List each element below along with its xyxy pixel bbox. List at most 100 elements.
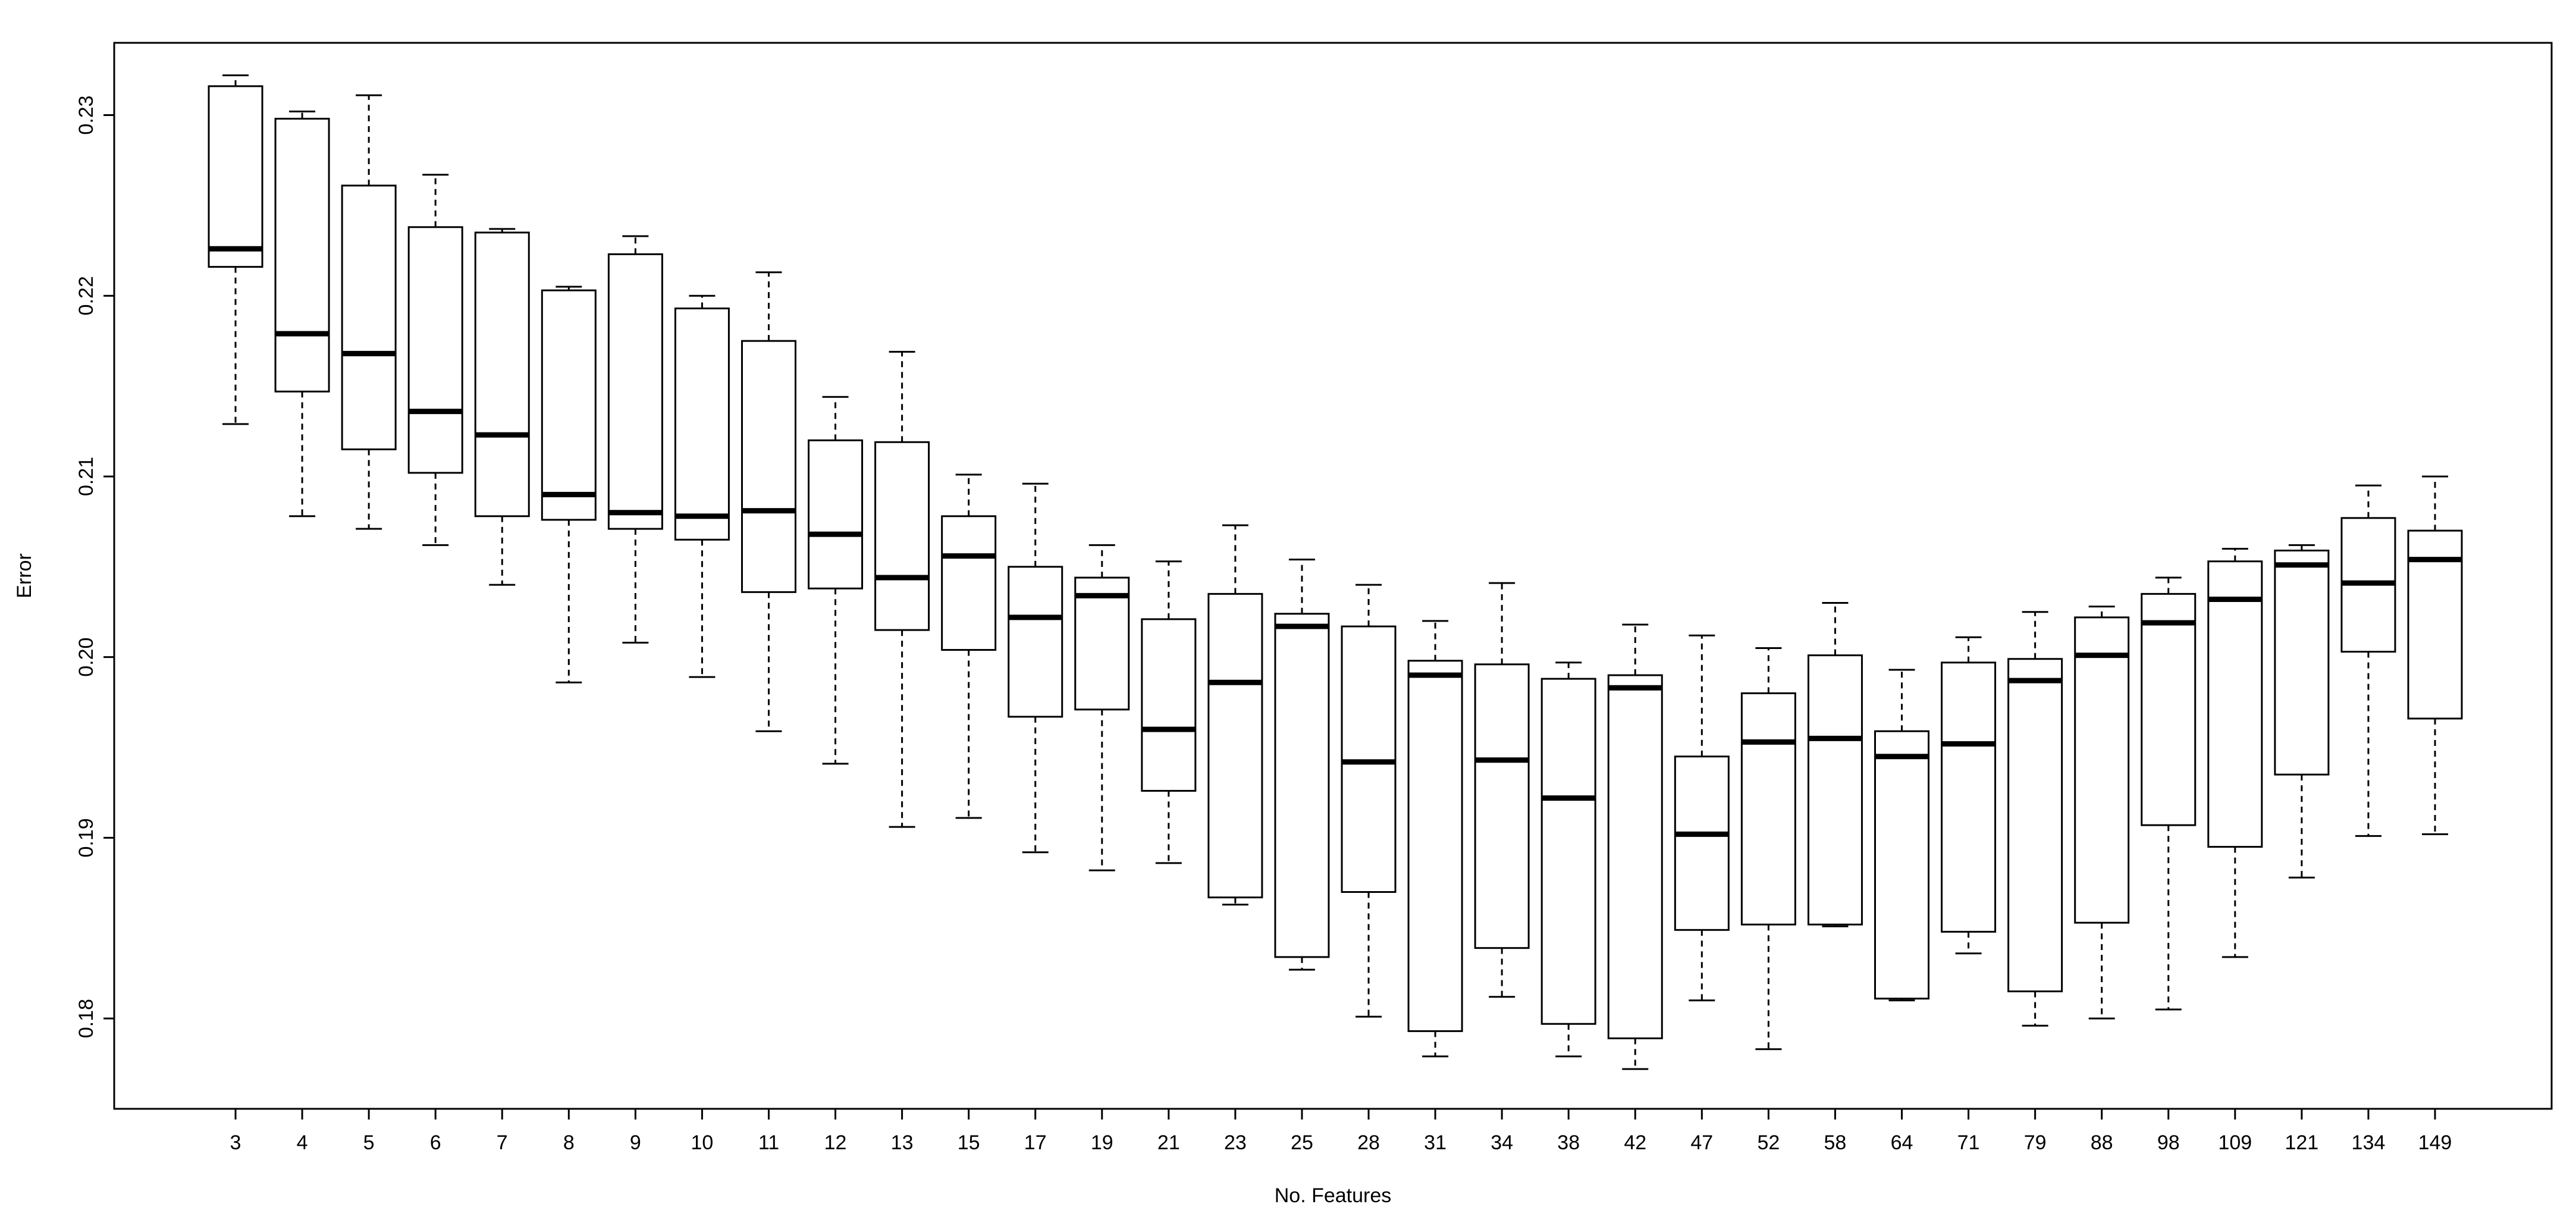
x-tick-label: 10: [691, 1131, 714, 1154]
box-group: [2007, 611, 2063, 1027]
x-axis-label: No. Features: [1275, 1184, 1392, 1207]
y-axis-label: Error: [13, 553, 36, 598]
x-tick-label: 88: [2091, 1131, 2113, 1154]
box-iqr: [1807, 654, 1863, 926]
box-group: [1607, 623, 1663, 1070]
x-ticks-layer: 3 4 5 6 7 8 9 10 11 12 13 15 17 19 21 23 25 28 31 34 38 42 47 5…: [230, 1109, 2452, 1154]
y-tick-label: 0.20: [75, 638, 98, 677]
box-iqr: [541, 289, 597, 521]
box-group: [274, 110, 330, 518]
box-iqr: [607, 253, 663, 530]
box-group: [1008, 482, 1063, 854]
x-tick-label: 7: [497, 1131, 508, 1154]
box-iqr: [1074, 576, 1130, 711]
box-group: [407, 174, 463, 546]
box-iqr: [1874, 730, 1929, 1000]
x-tick-label: 28: [1357, 1131, 1380, 1154]
box-group: [1341, 584, 1397, 1018]
y-tick-label: 0.22: [75, 276, 98, 315]
box-group: [1674, 634, 1730, 1002]
box-group: [607, 235, 663, 644]
box-iqr: [1941, 661, 1997, 933]
x-tick-label: 8: [563, 1131, 575, 1154]
x-tick-label: 17: [1024, 1131, 1047, 1154]
x-tick-label: 13: [891, 1131, 914, 1154]
box-iqr: [741, 340, 796, 593]
x-tick-label: 47: [1690, 1131, 1713, 1154]
x-tick-label: 58: [1824, 1131, 1847, 1154]
x-tick-label: 19: [1091, 1131, 1113, 1154]
x-tick-label: 4: [297, 1131, 308, 1154]
x-tick-label: 12: [824, 1131, 847, 1154]
box-group: [1207, 524, 1263, 906]
y-tick-label: 0.23: [75, 95, 98, 134]
box-iqr: [1607, 674, 1663, 1040]
box-iqr: [1274, 613, 1330, 958]
x-tick-label: 5: [363, 1131, 375, 1154]
x-tick-label: 98: [2157, 1131, 2180, 1154]
box-group: [1874, 669, 1929, 1002]
box-iqr: [407, 226, 463, 474]
x-tick-label: 38: [1557, 1131, 1580, 1154]
boxes-layer: [208, 74, 2463, 1070]
x-tick-label: 21: [1157, 1131, 1180, 1154]
y-tick-label: 0.18: [75, 999, 98, 1038]
box-iqr: [1008, 566, 1063, 718]
box-iqr: [1674, 755, 1730, 931]
box-iqr: [808, 439, 864, 590]
box-group: [541, 286, 597, 683]
x-tick-label: 79: [2024, 1131, 2047, 1154]
x-tick-label: 11: [758, 1131, 779, 1154]
box-group: [741, 271, 796, 732]
box-group: [2074, 606, 2130, 1020]
box-iqr: [1740, 692, 1796, 926]
box-group: [1807, 602, 1863, 927]
box-iqr: [874, 441, 930, 631]
box-iqr: [1540, 678, 1596, 1025]
box-iqr: [341, 184, 397, 450]
x-tick-label: 52: [1757, 1131, 1780, 1154]
x-tick-label: 23: [1224, 1131, 1247, 1154]
box-iqr: [2007, 658, 2063, 993]
box-group: [1474, 582, 1530, 998]
box-group: [1141, 560, 1197, 864]
box-group: [2407, 475, 2463, 835]
x-tick-label: 6: [430, 1131, 441, 1154]
box-group: [1407, 620, 1463, 1058]
box-group: [208, 74, 263, 425]
box-iqr: [2207, 560, 2263, 848]
box-group: [1074, 544, 1130, 871]
x-tick-label: 3: [230, 1131, 241, 1154]
box-group: [674, 294, 730, 678]
x-tick-label: 9: [630, 1131, 641, 1154]
box-iqr: [1474, 663, 1530, 949]
y-tick-label: 0.21: [75, 457, 98, 496]
x-tick-label: 31: [1424, 1131, 1447, 1154]
box-group: [2207, 547, 2263, 958]
box-group: [1941, 636, 1997, 955]
x-tick-label: 25: [1291, 1131, 1313, 1154]
box-group: [2274, 544, 2330, 879]
box-iqr: [1207, 592, 1263, 899]
y-ticks-layer: 0.18 0.19 0.20 0.21 0.22 0.23: [75, 95, 114, 1038]
x-tick-label: 149: [2418, 1131, 2452, 1154]
box-group: [808, 396, 864, 765]
x-tick-label: 15: [958, 1131, 980, 1154]
box-group: [874, 350, 930, 828]
box-iqr: [2141, 592, 2197, 826]
x-tick-label: 109: [2218, 1131, 2252, 1154]
box-group: [1540, 661, 1596, 1058]
box-iqr: [2274, 549, 2330, 776]
box-group: [341, 94, 397, 530]
x-tick-label: 71: [1957, 1131, 1980, 1154]
box-group: [1274, 559, 1330, 971]
plot-frame: [113, 42, 2553, 1110]
x-tick-label: 134: [2352, 1131, 2386, 1154]
box-group: [474, 228, 530, 586]
box-iqr: [1407, 660, 1463, 1032]
box-group: [1740, 647, 1796, 1051]
box-iqr: [1141, 618, 1197, 792]
box-group: [2141, 576, 2197, 1011]
